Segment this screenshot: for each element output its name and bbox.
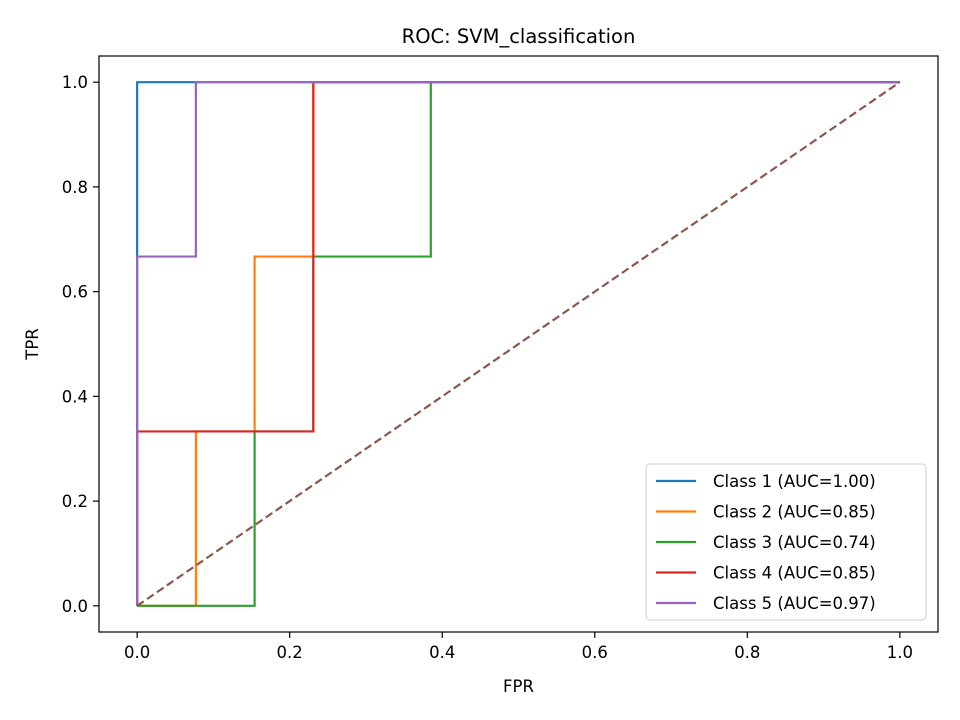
legend-box	[645, 463, 927, 621]
chance-diagonal-line	[136, 81, 901, 607]
plot-area	[136, 81, 901, 607]
x-tick-label: 0.2	[277, 643, 303, 662]
legend-label-class-5: Class 5 (AUC=0.97)	[713, 594, 876, 613]
x-tick-label: 0.4	[429, 643, 455, 662]
legend-label-class-3: Class 3 (AUC=0.74)	[713, 533, 876, 552]
series-line-class-5	[136, 81, 900, 606]
legend-label-class-2: Class 2 (AUC=0.85)	[713, 503, 876, 522]
y-tick-label: 0.2	[62, 492, 88, 511]
y-tick-label: 0.4	[62, 387, 88, 406]
plot-frame	[98, 55, 939, 633]
x-axis-label: FPR	[503, 677, 534, 696]
x-tick-label: 0.8	[734, 643, 760, 662]
y-tick-label: 1.0	[62, 73, 88, 92]
y-tick-label: 0.6	[62, 283, 88, 302]
legend-label-class-1: Class 1 (AUC=1.00)	[713, 472, 876, 491]
legend-label-class-4: Class 4 (AUC=0.85)	[713, 564, 876, 583]
axes: 0.0 0.2 0.4 0.6 0.8 1.0 0.0 0.2 0.4 0.6 0.8 1.0	[62, 55, 939, 662]
chart-title: ROC: SVM_classification	[402, 25, 636, 48]
x-tick-label: 0.6	[582, 643, 608, 662]
y-axis-label: TPR	[23, 328, 42, 361]
legend: Class 1 (AUC=1.00) Class 2 (AUC=0.85) Clas…	[645, 463, 927, 621]
x-tick-label: 0.0	[124, 643, 150, 662]
y-tick-label: 0.0	[62, 597, 88, 616]
y-tick-label: 0.8	[62, 178, 88, 197]
x-tick-label: 1.0	[887, 643, 913, 662]
